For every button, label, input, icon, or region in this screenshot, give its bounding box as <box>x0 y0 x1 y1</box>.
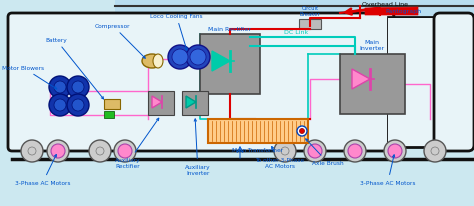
Bar <box>388 19 448 146</box>
FancyBboxPatch shape <box>8 14 394 151</box>
Bar <box>115 0 474 20</box>
Circle shape <box>49 95 71 116</box>
Text: Auxiliary
Rectifier: Auxiliary Rectifier <box>115 119 159 168</box>
Circle shape <box>308 144 322 158</box>
Text: Compressor: Compressor <box>95 24 145 59</box>
Circle shape <box>186 46 210 70</box>
Ellipse shape <box>153 55 163 69</box>
Polygon shape <box>365 8 418 16</box>
Bar <box>148 91 174 115</box>
Text: DC Link: DC Link <box>284 30 308 35</box>
Circle shape <box>300 129 304 134</box>
Text: Loco Cooling Fans: Loco Cooling Fans <box>150 14 202 51</box>
Circle shape <box>424 140 446 162</box>
Bar <box>340 55 405 115</box>
Text: 3-Phase AC Motors: 3-Phase AC Motors <box>360 155 416 185</box>
Circle shape <box>274 140 296 162</box>
Circle shape <box>47 140 69 162</box>
Polygon shape <box>152 97 162 109</box>
Text: Main Rectifier: Main Rectifier <box>209 27 252 32</box>
Bar <box>208 119 308 143</box>
Polygon shape <box>186 97 196 109</box>
Circle shape <box>72 99 84 111</box>
Circle shape <box>190 50 206 66</box>
Circle shape <box>89 140 111 162</box>
Bar <box>299 20 321 30</box>
Text: Main
Inverter: Main Inverter <box>359 40 384 51</box>
Circle shape <box>67 95 89 116</box>
Circle shape <box>168 46 192 70</box>
Circle shape <box>281 147 289 155</box>
Text: Motor Blowers: Motor Blowers <box>2 66 57 89</box>
Circle shape <box>54 99 66 111</box>
Text: Pantograph: Pantograph <box>385 9 421 14</box>
Bar <box>182 91 208 115</box>
Text: Auxiliary
Inverter: Auxiliary Inverter <box>185 119 210 175</box>
Circle shape <box>51 144 65 158</box>
Circle shape <box>172 50 188 66</box>
Text: To other 3-Phase
AC Motors: To other 3-Phase AC Motors <box>255 147 304 168</box>
Circle shape <box>72 82 84 94</box>
Text: 3-Phase AC Motors: 3-Phase AC Motors <box>15 155 71 185</box>
Circle shape <box>114 140 136 162</box>
Bar <box>104 99 120 109</box>
Circle shape <box>67 77 89 98</box>
Circle shape <box>21 140 43 162</box>
FancyBboxPatch shape <box>434 14 474 151</box>
Circle shape <box>384 140 406 162</box>
Text: Overhead Line: Overhead Line <box>362 1 408 6</box>
Circle shape <box>344 140 366 162</box>
Text: Main Transformer: Main Transformer <box>232 147 283 152</box>
Polygon shape <box>212 52 230 72</box>
Text: Battery: Battery <box>45 38 104 99</box>
Circle shape <box>96 147 104 155</box>
Polygon shape <box>352 70 370 90</box>
Text: Axle Brush: Axle Brush <box>306 139 344 165</box>
Circle shape <box>28 147 36 155</box>
Circle shape <box>49 77 71 98</box>
Circle shape <box>388 144 402 158</box>
Bar <box>200 35 260 95</box>
Circle shape <box>54 82 66 94</box>
Circle shape <box>304 140 326 162</box>
Circle shape <box>297 126 307 136</box>
Circle shape <box>431 147 439 155</box>
Text: Circuit
Breaker: Circuit Breaker <box>300 6 320 17</box>
Polygon shape <box>388 18 474 147</box>
Circle shape <box>348 144 362 158</box>
Ellipse shape <box>142 55 162 69</box>
Circle shape <box>118 144 132 158</box>
Bar <box>104 111 114 118</box>
